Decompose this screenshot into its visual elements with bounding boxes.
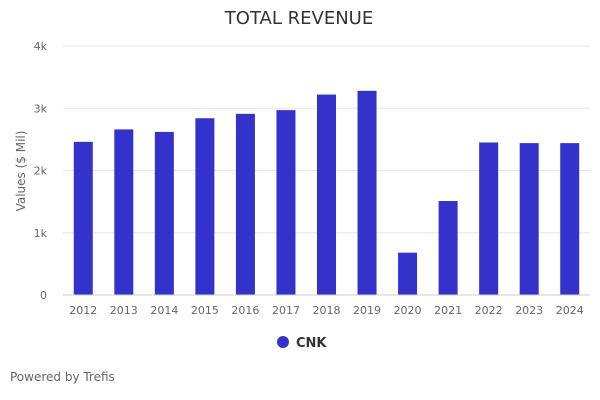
- y-tick-label: 4k: [34, 40, 48, 53]
- y-tick-label: 0: [40, 289, 47, 302]
- x-tick-label: 2016: [231, 304, 259, 317]
- bar-2023[interactable]: [519, 143, 539, 295]
- bar-2018[interactable]: [317, 94, 336, 296]
- x-tick-label: 2013: [110, 304, 138, 317]
- x-tick-label: 2014: [150, 304, 178, 317]
- y-tick-label: 2k: [34, 165, 48, 178]
- bar-2016[interactable]: [235, 113, 255, 295]
- x-tick-label: 2015: [191, 304, 219, 317]
- x-tick-label: 2022: [475, 304, 503, 317]
- bar-2024[interactable]: [560, 143, 580, 295]
- x-tick-label: 2021: [434, 304, 462, 317]
- bars: [73, 90, 580, 296]
- bar-2013[interactable]: [114, 129, 134, 295]
- x-tick-label: 2023: [515, 304, 543, 317]
- x-tick-label: 2020: [394, 304, 422, 317]
- x-tick-label: 2024: [556, 304, 584, 317]
- bar-2017[interactable]: [276, 110, 296, 296]
- y-tick-label: 3k: [34, 102, 48, 115]
- bar-2022[interactable]: [479, 142, 499, 295]
- legend-label-cnk[interactable]: CNK: [296, 336, 327, 351]
- x-tick-label: 2012: [69, 304, 97, 317]
- chart-title: TOTAL REVENUE: [224, 8, 373, 29]
- y-tick-label: 1k: [34, 227, 48, 240]
- bar-2012[interactable]: [73, 141, 93, 295]
- bar-2014[interactable]: [154, 131, 174, 295]
- y-axis-ticks: 0 1k 2k 3k 4k: [34, 40, 48, 302]
- x-tick-label: 2017: [272, 304, 300, 317]
- bar-2021[interactable]: [438, 201, 458, 295]
- x-axis-ticks: 2012 2013 2014 2015 2016 2017 2018 2019 2020 2021…: [69, 304, 583, 317]
- bar-2015[interactable]: [195, 118, 215, 296]
- legend[interactable]: CNK: [277, 336, 327, 351]
- x-tick-label: 2018: [313, 304, 341, 317]
- powered-by-credit[interactable]: Powered by Trefis: [10, 370, 115, 384]
- legend-marker-cnk[interactable]: [277, 336, 289, 348]
- bar-2020[interactable]: [398, 252, 418, 295]
- y-axis-label: Values ($ Mil): [14, 131, 28, 212]
- bar-2019[interactable]: [357, 90, 377, 295]
- x-tick-label: 2019: [353, 304, 381, 317]
